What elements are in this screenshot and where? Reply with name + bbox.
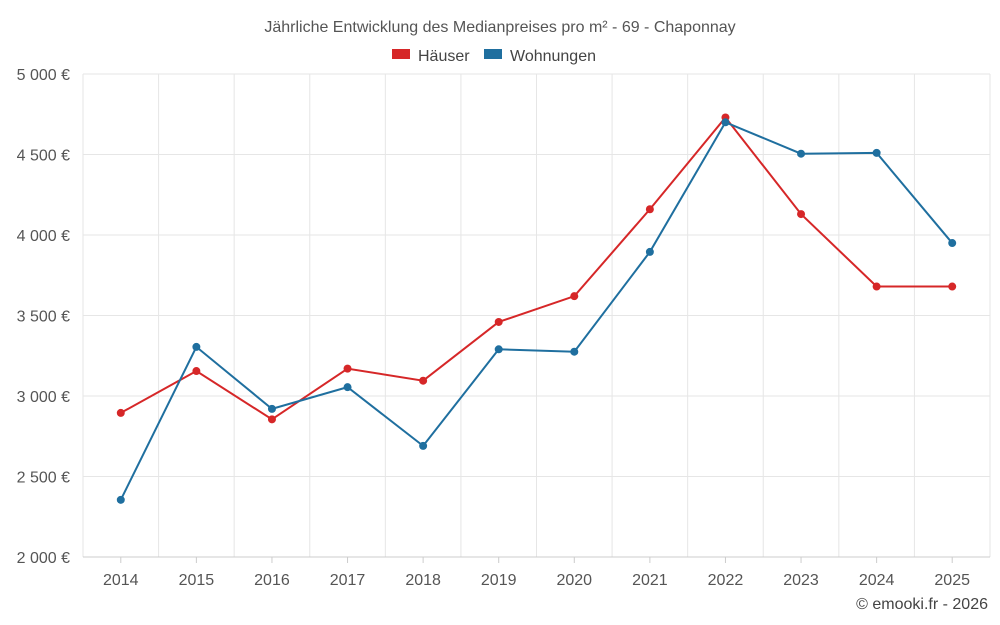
data-point-wohnungen[interactable]: [570, 347, 579, 356]
legend-label-haeuser: Häuser: [418, 48, 470, 65]
x-tick-label: 2019: [481, 572, 517, 589]
data-point-wohnungen[interactable]: [645, 247, 654, 256]
y-tick-label: 2 000 €: [17, 550, 70, 567]
x-tick-label: 2023: [783, 572, 819, 589]
data-point-wohnungen[interactable]: [797, 149, 806, 158]
legend: Häuser Wohnungen: [392, 48, 596, 65]
y-tick-label: 2 500 €: [17, 470, 70, 487]
data-point-haeuser[interactable]: [948, 282, 957, 291]
legend-swatch-wohnungen: [484, 49, 502, 59]
y-tick-label: 5 000 €: [17, 67, 70, 84]
grid: [82, 73, 991, 558]
y-tick-label: 3 000 €: [17, 389, 70, 406]
y-tick-label: 4 500 €: [17, 148, 70, 165]
x-tick-label: 2020: [556, 572, 592, 589]
credit-text: © emooki.fr - 2026: [856, 596, 988, 613]
legend-item-wohnungen[interactable]: Wohnungen: [484, 48, 596, 65]
data-point-haeuser[interactable]: [419, 376, 428, 385]
x-tick-label: 2017: [330, 572, 366, 589]
data-point-wohnungen[interactable]: [948, 239, 957, 248]
x-tick-label: 2025: [934, 572, 970, 589]
y-tick-label: 4 000 €: [17, 228, 70, 245]
x-tick-label: 2014: [103, 572, 139, 589]
data-point-haeuser[interactable]: [872, 282, 881, 291]
chart-title: Jährliche Entwicklung des Medianpreises …: [264, 19, 735, 36]
x-tick-label: 2015: [179, 572, 215, 589]
data-point-wohnungen[interactable]: [192, 342, 201, 351]
x-tick-label: 2016: [254, 572, 290, 589]
data-point-haeuser[interactable]: [570, 292, 579, 301]
series: [116, 113, 957, 504]
data-point-haeuser[interactable]: [343, 364, 352, 373]
data-point-wohnungen[interactable]: [494, 345, 503, 354]
data-point-haeuser[interactable]: [116, 408, 125, 417]
data-point-wohnungen[interactable]: [116, 495, 125, 504]
data-point-haeuser[interactable]: [797, 210, 806, 219]
data-point-haeuser[interactable]: [267, 415, 276, 424]
axes: 2 000 € 2 500 € 3 000 € 3 500 € 4 000 € 4 500…: [17, 67, 990, 589]
legend-label-wohnungen: Wohnungen: [510, 48, 596, 65]
data-point-wohnungen[interactable]: [267, 404, 276, 413]
legend-swatch-haeuser: [392, 49, 410, 59]
data-point-haeuser[interactable]: [192, 367, 201, 376]
data-point-wohnungen[interactable]: [721, 118, 730, 127]
data-point-wohnungen[interactable]: [343, 383, 352, 392]
x-tick-label: 2018: [405, 572, 441, 589]
series-line-haeuser: [120, 115, 953, 421]
x-tick-label: 2024: [859, 572, 895, 589]
data-point-wohnungen[interactable]: [419, 441, 428, 450]
series-line-wohnungen: [119, 121, 953, 501]
data-point-haeuser[interactable]: [645, 205, 654, 214]
x-tick-label: 2021: [632, 572, 668, 589]
y-tick-label: 3 500 €: [17, 309, 70, 326]
data-point-haeuser[interactable]: [494, 317, 503, 326]
x-tick-label: 2022: [708, 572, 744, 589]
data-point-wohnungen[interactable]: [872, 148, 881, 157]
legend-item-haeuser[interactable]: Häuser: [392, 48, 470, 65]
